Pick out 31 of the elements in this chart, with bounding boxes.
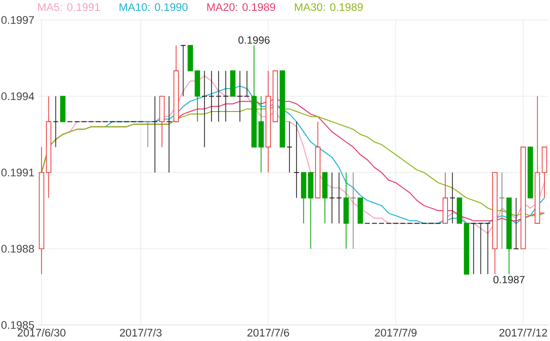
candlestick (484, 222, 491, 275)
annotation: 0.1996 (238, 36, 270, 44)
candlestick (499, 172, 505, 250)
candlestick (350, 172, 356, 250)
annotation: 0.1987 (493, 276, 525, 284)
candlestick (294, 121, 300, 198)
text: MA5: 0.1991 (38, 3, 100, 11)
text: MA20: 0.1989 (207, 3, 276, 11)
text: MA10: 0.1990 (120, 3, 188, 11)
candlestick (52, 96, 59, 148)
y-tick-label: 0.1997 (1, 16, 34, 24)
text: MA30: 0.1989 (294, 3, 363, 11)
x-tick-label: 2017/6/30 (18, 328, 66, 337)
x-tick-label: 2017/7/9 (374, 328, 417, 337)
x-tick-label: 2017/7/6 (247, 328, 290, 337)
candlestick (336, 172, 342, 224)
y-tick-label: 0.1985 (1, 321, 34, 329)
candlestick (329, 172, 335, 224)
candlestick (166, 96, 172, 173)
candlestick (478, 222, 484, 275)
x-tick-label: 2017/7/3 (120, 328, 162, 337)
candlestick (180, 44, 186, 97)
candlestick (449, 172, 456, 224)
y-tick-label: 0.1988 (1, 244, 34, 253)
candlestick (286, 121, 292, 173)
y-tick-label: 0.1994 (1, 92, 34, 100)
x-tick-label: 2017/7/12 (499, 328, 548, 337)
candlestick (144, 121, 151, 148)
y-tick-label: 0.1991 (1, 168, 34, 176)
candlestick (470, 222, 477, 275)
candlestick (152, 96, 158, 173)
